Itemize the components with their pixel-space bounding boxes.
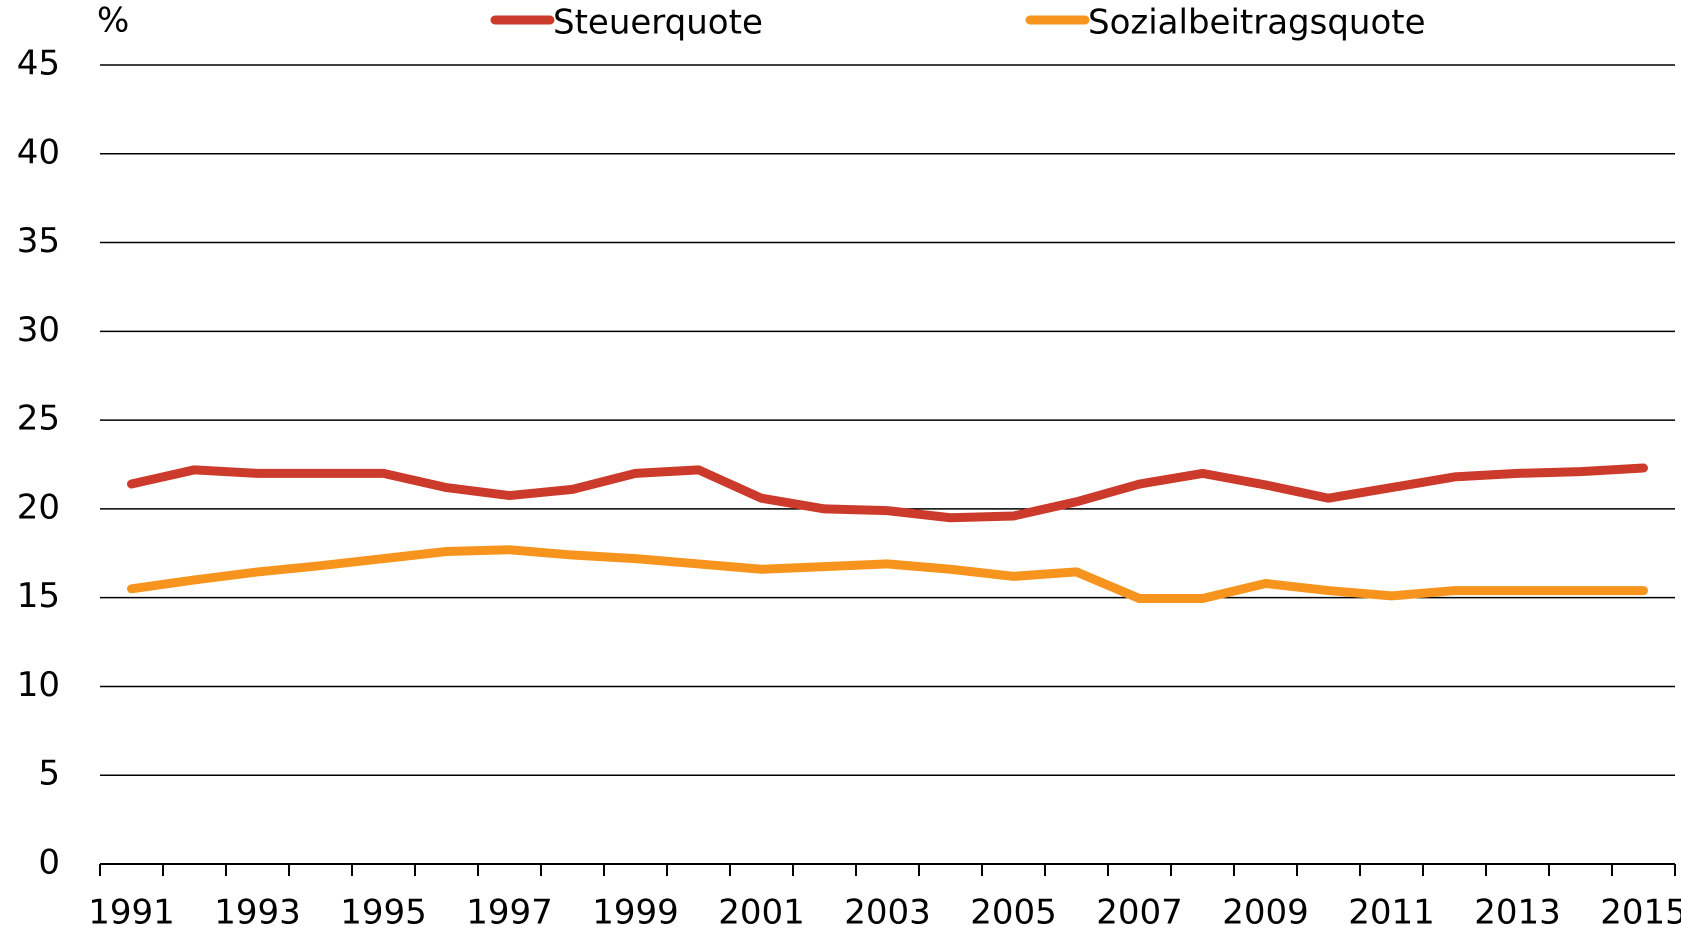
x-tick-label: 2003	[844, 893, 931, 933]
y-tick-label: 0	[38, 843, 60, 883]
y-tick-label: 15	[17, 576, 60, 616]
x-tick-label: 2001	[718, 893, 805, 933]
y-axis-unit: %	[97, 1, 129, 41]
x-tick-label: 2015	[1600, 893, 1681, 933]
y-tick-label: 45	[17, 44, 60, 84]
x-tick-label: 2009	[1222, 893, 1309, 933]
data-line	[127, 463, 1648, 523]
x-tick-label: 1995	[340, 893, 427, 933]
y-tick-label: 40	[17, 132, 60, 172]
y-tick-label: 10	[17, 665, 60, 705]
x-tick-label: 1997	[466, 893, 553, 933]
y-tick-label: 30	[17, 310, 60, 350]
x-tick-label: 1991	[88, 893, 175, 933]
y-tick-label: 20	[17, 487, 60, 527]
x-tick-label: 2011	[1348, 893, 1435, 933]
legend-label: Sozialbeitragsquote	[1088, 3, 1426, 43]
x-tick-label: 2013	[1474, 893, 1561, 933]
legend-label: Steuerquote	[553, 3, 763, 43]
y-tick-label: 35	[17, 221, 60, 261]
x-tick-label: 2007	[1096, 893, 1183, 933]
y-tick-label: 25	[17, 399, 60, 439]
x-tick-label: 1999	[592, 893, 679, 933]
y-tick-label: 5	[38, 754, 60, 794]
x-tick-label: 1993	[214, 893, 301, 933]
x-tick-label: 2005	[970, 893, 1057, 933]
data-line	[127, 545, 1648, 604]
